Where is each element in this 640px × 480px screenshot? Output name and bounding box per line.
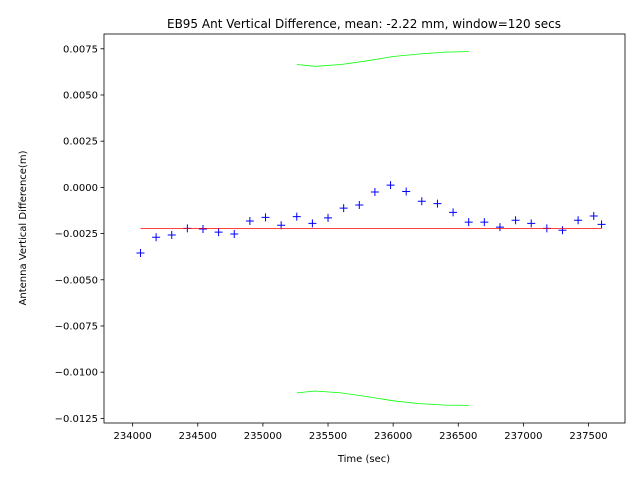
data-point [449, 208, 458, 217]
y-tick-label: −0.0050 [55, 275, 98, 286]
x-tick-label: 236500 [439, 431, 477, 442]
data-point [261, 213, 270, 222]
y-tick-label: 0.0000 [63, 183, 98, 194]
data-point [480, 218, 489, 227]
data-point [152, 233, 161, 242]
data-point [292, 212, 301, 221]
data-point [136, 248, 145, 257]
data-point [433, 199, 442, 208]
data-point [198, 224, 207, 233]
data-point [402, 187, 411, 196]
data-point [527, 219, 536, 228]
y-axis: 0.0075 0.0050 0.0025 0.0000 −0.0025 −0.0050 −0… [55, 44, 104, 425]
data-point [386, 181, 395, 190]
data-point [495, 223, 504, 232]
x-axis-label: Time (sec) [337, 454, 390, 465]
y-tick-label: 0.0050 [63, 90, 98, 101]
data-point [574, 216, 583, 225]
plot-frame [103, 33, 626, 424]
x-tick-label: 235000 [244, 431, 282, 442]
y-tick-label: 0.0075 [63, 44, 98, 55]
x-tick-label: 236000 [374, 431, 412, 442]
y-tick-label: −0.0025 [55, 229, 98, 240]
data-point [324, 213, 333, 222]
y-tick-label: −0.0100 [55, 368, 98, 379]
chart-title: EB95 Ant Vertical Difference, mean: -2.2… [167, 17, 561, 31]
data-point [214, 228, 223, 237]
y-tick-label: 0.0025 [63, 137, 98, 148]
y-tick-label: −0.0125 [55, 414, 98, 425]
data-point [167, 231, 176, 240]
data-point [230, 229, 239, 238]
plot-area [136, 51, 606, 406]
data-point [370, 188, 379, 197]
data-point [558, 226, 567, 235]
data-point [245, 217, 254, 226]
y-tick-label: −0.0075 [55, 321, 98, 332]
x-tick-label: 237000 [504, 431, 542, 442]
x-tick-label: 234000 [114, 431, 152, 442]
x-tick-label: 235500 [309, 431, 347, 442]
data-point [511, 216, 520, 225]
x-tick-label: 234500 [179, 431, 217, 442]
data-point [589, 212, 598, 221]
x-tick-label: 237500 [569, 431, 607, 442]
data-point [464, 218, 473, 227]
data-point [308, 219, 317, 228]
data-point [597, 220, 606, 229]
series-line-2 [296, 51, 469, 67]
x-axis: 234000 234500 235000 235500 236000 236500 2370… [114, 423, 608, 442]
data-point [417, 197, 426, 206]
data-point [339, 204, 348, 213]
series-line-3 [296, 390, 469, 406]
y-axis-label: Antenna Vertical Difference(m) [18, 150, 29, 305]
data-point [355, 200, 364, 209]
data-point [277, 221, 286, 230]
